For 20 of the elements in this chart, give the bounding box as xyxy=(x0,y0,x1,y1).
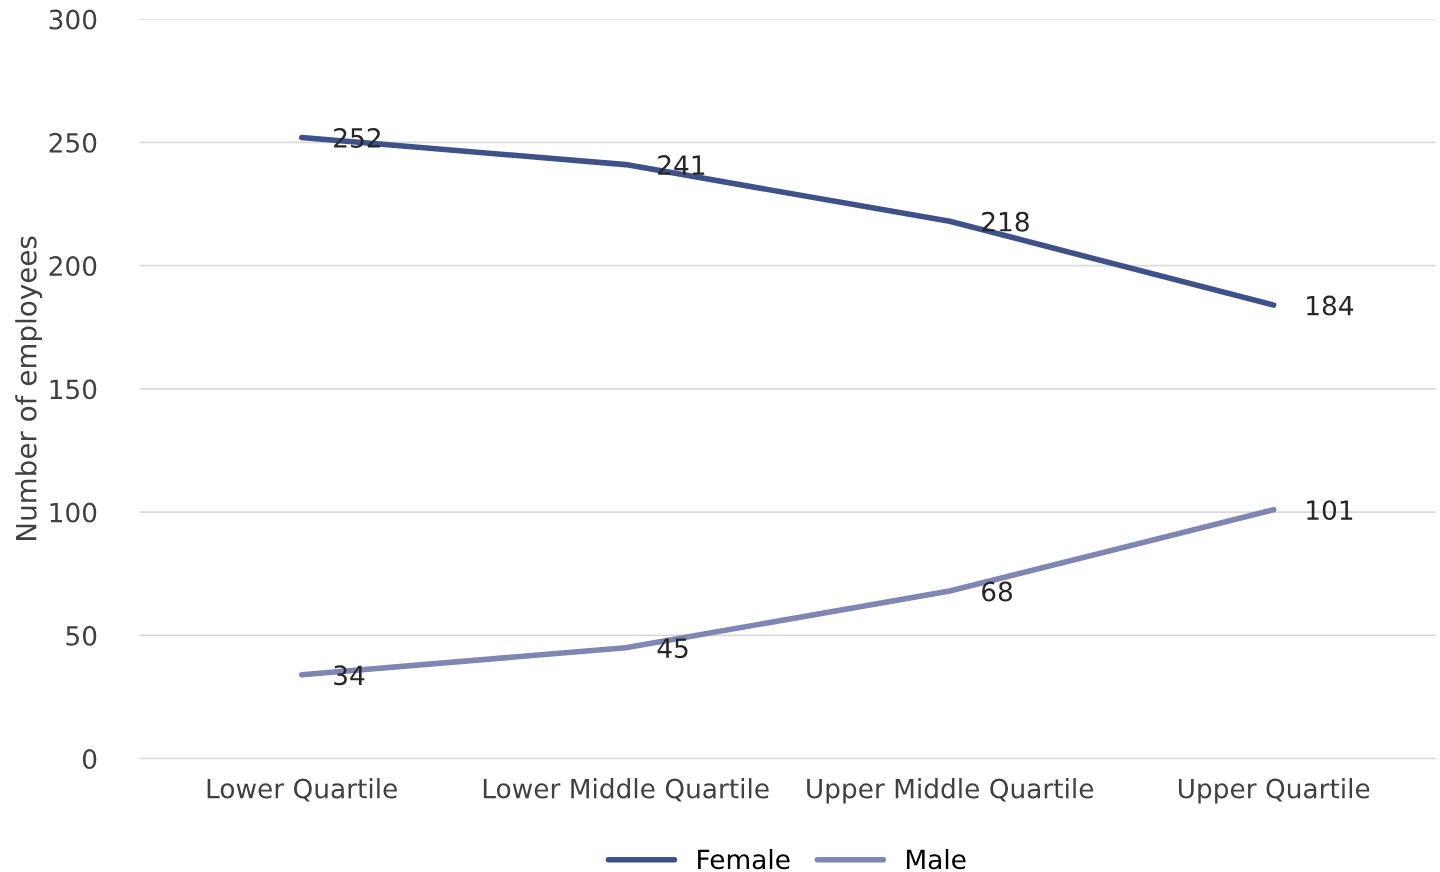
y-tick-label: 0 xyxy=(82,749,97,770)
y-tick-label: 300 xyxy=(49,9,97,30)
y-tick-label: 200 xyxy=(49,256,97,277)
y-tick-label: 250 xyxy=(49,132,97,153)
y-tick-label: 100 xyxy=(50,502,97,523)
y-tick-label: 50 xyxy=(66,625,97,646)
y-tick-label: 150 xyxy=(50,379,97,400)
y-axis-title: Number of employees xyxy=(15,236,43,540)
x-tick-label: Lower Quartile xyxy=(207,778,397,802)
data-label: 101 xyxy=(1307,500,1353,521)
data-label: 184 xyxy=(1307,295,1354,316)
x-tick-label: Upper Middle Quartile xyxy=(807,778,1094,804)
data-label: 68 xyxy=(982,581,1013,602)
legend-label: Female xyxy=(698,848,790,870)
legend-label: Male xyxy=(907,848,966,870)
x-tick-label: Upper Quartile xyxy=(1178,778,1370,804)
data-label: 45 xyxy=(657,638,688,659)
x-tick-label: Lower Middle Quartile xyxy=(483,778,769,802)
data-label: 218 xyxy=(982,211,1029,232)
data-label: 241 xyxy=(658,155,705,175)
